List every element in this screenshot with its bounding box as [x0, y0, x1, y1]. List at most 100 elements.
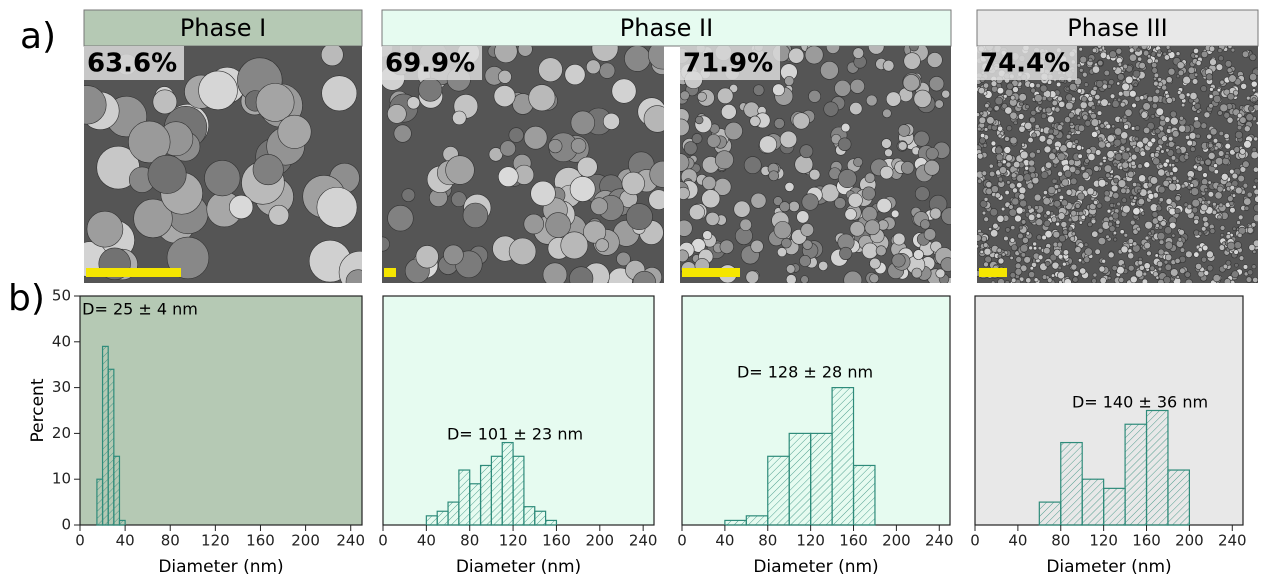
grain: [1196, 165, 1204, 172]
annotation: D= 25 ± 4 nm: [82, 300, 198, 319]
grain: [1117, 90, 1124, 97]
grain: [1209, 58, 1217, 66]
grain: [1057, 212, 1066, 220]
grain: [1156, 260, 1164, 268]
grain: [1184, 271, 1191, 278]
grain: [1150, 114, 1156, 119]
grain: [1112, 66, 1117, 71]
grain: [750, 239, 764, 254]
grain: [1183, 154, 1190, 160]
fill-label: 69.9%: [385, 49, 475, 79]
grain: [1204, 158, 1212, 166]
grain: [900, 161, 915, 175]
grain: [1177, 237, 1183, 242]
grain: [632, 270, 657, 283]
grain: [988, 163, 994, 169]
grain: [1069, 236, 1076, 242]
grain: [1070, 177, 1078, 186]
grain: [1011, 197, 1020, 206]
grain: [1041, 234, 1047, 241]
grain: [1213, 169, 1219, 175]
grain: [979, 200, 988, 208]
grain: [1041, 274, 1048, 280]
grain: [996, 214, 1005, 223]
grain: [1153, 72, 1160, 79]
grain: [1029, 172, 1036, 179]
grain: [1154, 128, 1161, 135]
x-tick-label: 160: [542, 532, 571, 550]
grain: [849, 102, 863, 116]
grain: [1010, 172, 1017, 179]
grain: [1235, 186, 1243, 195]
phase-title: Phase I: [180, 14, 266, 42]
grain: [1206, 133, 1213, 140]
plot-area: [974, 295, 1244, 526]
grain: [1015, 206, 1024, 215]
grain: [1208, 46, 1216, 52]
grain: [1175, 148, 1182, 155]
grain: [1132, 207, 1141, 216]
grain: [1111, 265, 1118, 272]
phase-header: [83, 9, 363, 47]
grain: [1226, 116, 1234, 124]
grain: [1091, 130, 1099, 138]
grain: [1212, 201, 1217, 207]
grain: [1136, 140, 1144, 149]
grain: [1179, 115, 1184, 121]
grain: [1056, 81, 1062, 88]
grain: [560, 231, 589, 260]
grain: [1239, 148, 1246, 155]
grain: [1120, 131, 1129, 140]
grain: [1080, 165, 1086, 171]
grain: [706, 134, 721, 148]
grain: [1102, 158, 1107, 163]
x-tick-label: 200: [1175, 532, 1204, 550]
y-tick-label: 0: [61, 516, 71, 534]
grain: [1057, 95, 1063, 102]
grain: [1082, 71, 1088, 78]
x-tick-label: 0: [378, 532, 388, 550]
grain: [1228, 74, 1237, 83]
grain: [1175, 51, 1181, 57]
grain: [983, 197, 989, 202]
scale-bar: [979, 268, 1007, 277]
grain: [879, 165, 894, 180]
grain: [1015, 256, 1022, 263]
grain: [1013, 160, 1021, 169]
fill-label: 74.4%: [980, 49, 1070, 79]
grain: [1009, 272, 1016, 279]
grain: [1030, 109, 1037, 116]
grain: [1009, 237, 1016, 243]
grain: [1120, 245, 1129, 254]
x-tick-label: 240: [1218, 532, 1247, 550]
grain: [1155, 107, 1164, 116]
grain: [1188, 132, 1197, 140]
grain: [1167, 67, 1176, 76]
grain: [643, 105, 664, 133]
grain: [882, 108, 892, 119]
grain: [881, 138, 892, 149]
grain: [850, 78, 865, 94]
grain: [1252, 88, 1257, 93]
bar: [745, 515, 769, 526]
grain: [1190, 146, 1196, 153]
grain: [1137, 198, 1145, 206]
grain: [1204, 187, 1209, 193]
grain: [1137, 56, 1143, 62]
grain: [1192, 120, 1202, 129]
grain: [1189, 183, 1194, 188]
grain: [1094, 248, 1101, 255]
grain: [903, 52, 921, 70]
grain: [1202, 172, 1208, 178]
grain: [882, 59, 895, 72]
grain: [1251, 264, 1257, 270]
grain: [591, 46, 619, 62]
grain: [1053, 200, 1061, 208]
grain: [1090, 118, 1100, 127]
grain: [595, 238, 609, 252]
grain: [1217, 150, 1225, 157]
grain: [1091, 230, 1099, 238]
grain: [1130, 126, 1136, 131]
grain: [753, 84, 765, 96]
grain: [255, 83, 295, 122]
